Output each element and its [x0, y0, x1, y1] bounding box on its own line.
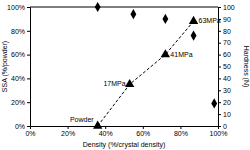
- tick-label: 80%: [11, 28, 25, 35]
- tick: 50: [218, 63, 231, 70]
- tick-label: 80: [223, 28, 231, 35]
- tick-mark: [105, 126, 106, 129]
- tick-label: 40%: [99, 130, 113, 137]
- point-label: 17MPa: [103, 80, 125, 87]
- tick-mark: [27, 78, 30, 79]
- tick-label: 30: [223, 87, 231, 94]
- x-axis: 0% 20% 40% 60% 80% 100%: [25, 126, 227, 137]
- y-axis: 0% 20% 40% 60% 80% 100%: [7, 4, 30, 130]
- tick-label: 70: [223, 39, 231, 46]
- tick-label: 20%: [11, 99, 25, 106]
- tick-mark: [218, 67, 221, 68]
- tick: 60: [218, 51, 231, 58]
- tick-label: 0%: [15, 123, 25, 130]
- tick-label: 20: [223, 99, 231, 106]
- tick: 60%: [136, 126, 150, 137]
- tick-label: 0: [223, 123, 227, 130]
- tick-mark: [68, 126, 69, 129]
- tick: 100%: [7, 4, 30, 11]
- tick-label: 100: [223, 4, 235, 11]
- tick-label: 50: [223, 63, 231, 70]
- tick-label: 60%: [136, 130, 150, 137]
- tick: 80: [218, 28, 231, 35]
- point-labels: Powder 17MPa 41MPa 63MPa: [70, 17, 221, 123]
- tick: 30: [218, 87, 231, 94]
- tick-label: 40%: [11, 75, 25, 82]
- tick-label: 0%: [25, 130, 35, 137]
- point: [162, 14, 168, 24]
- tick-mark: [27, 102, 30, 103]
- trend-line: [98, 21, 194, 126]
- tick: 0%: [25, 126, 35, 137]
- frame: [30, 7, 218, 8]
- point: [125, 79, 134, 87]
- tick: 40: [218, 75, 231, 82]
- tick-mark: [143, 126, 144, 129]
- tick: 80%: [174, 126, 188, 137]
- tick-mark: [218, 114, 221, 115]
- tick-label: 40: [223, 75, 231, 82]
- tick: 40%: [11, 75, 30, 82]
- y-axis-line: [27, 8, 31, 127]
- y2-axis-title: Hardness (N): [242, 46, 250, 88]
- point-label: 41MPa: [170, 51, 192, 58]
- tick-mark: [218, 7, 221, 8]
- tick-mark: [218, 43, 221, 44]
- tick-label: 80%: [174, 130, 188, 137]
- tick: 60%: [11, 51, 30, 58]
- tick-mark: [27, 31, 30, 32]
- point-label: 63MPa: [199, 17, 221, 24]
- tick-label: 10: [223, 111, 231, 118]
- tick-mark: [218, 102, 221, 103]
- point: [211, 98, 217, 108]
- tick-label: 60%: [11, 51, 25, 58]
- tick-mark: [218, 126, 221, 127]
- tick: 20%: [11, 99, 30, 106]
- tick-mark: [218, 31, 221, 32]
- tick-label: 90: [223, 16, 231, 23]
- tick: 20: [218, 99, 231, 106]
- tick-mark: [27, 55, 30, 56]
- x-axis-line: [31, 127, 219, 130]
- tick-label: 100%: [210, 130, 228, 137]
- tick: 0: [218, 123, 227, 130]
- tick-label: 20%: [61, 130, 75, 137]
- point-label: Powder: [70, 116, 94, 123]
- tick: 100: [218, 4, 235, 11]
- tick-mark: [218, 78, 221, 79]
- tick-mark: [180, 126, 181, 129]
- point: [130, 9, 136, 19]
- tick-mark: [218, 55, 221, 56]
- point: [93, 121, 102, 129]
- point: [95, 2, 101, 12]
- chart: 0%20%40%60%80%100%0%20%40%60%80%100%0102…: [0, 0, 250, 150]
- tick: 10: [218, 111, 231, 118]
- plot: 0%20%40%60%80%100%0%20%40%60%80%100%0102…: [7, 2, 235, 137]
- point: [191, 30, 197, 40]
- tick: 0%: [15, 123, 30, 130]
- y2-axis-line: [219, 8, 222, 127]
- point: [189, 16, 198, 24]
- tick-label: 60: [223, 51, 231, 58]
- point: [161, 49, 170, 57]
- tick: 80%: [11, 28, 30, 35]
- x-axis-title: Density (%/crystal density): [83, 141, 165, 149]
- tick: 70: [218, 39, 231, 46]
- y-axis-title: SSA (%/powder): [1, 41, 9, 92]
- tick: 20%: [61, 126, 75, 137]
- tick-label: 100%: [7, 4, 25, 11]
- tick-mark: [27, 7, 30, 8]
- tick-mark: [27, 126, 30, 127]
- tick-mark: [218, 90, 221, 91]
